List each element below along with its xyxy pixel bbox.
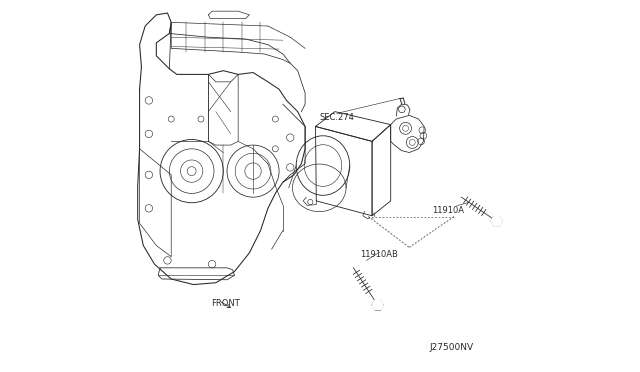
Polygon shape bbox=[372, 300, 383, 310]
Text: SEC.274: SEC.274 bbox=[319, 113, 354, 122]
Text: 11910A: 11910A bbox=[433, 206, 465, 215]
Text: FRONT: FRONT bbox=[211, 299, 239, 308]
Text: 11910AB: 11910AB bbox=[360, 250, 399, 259]
Polygon shape bbox=[491, 217, 502, 226]
Text: J27500NV: J27500NV bbox=[429, 343, 473, 352]
